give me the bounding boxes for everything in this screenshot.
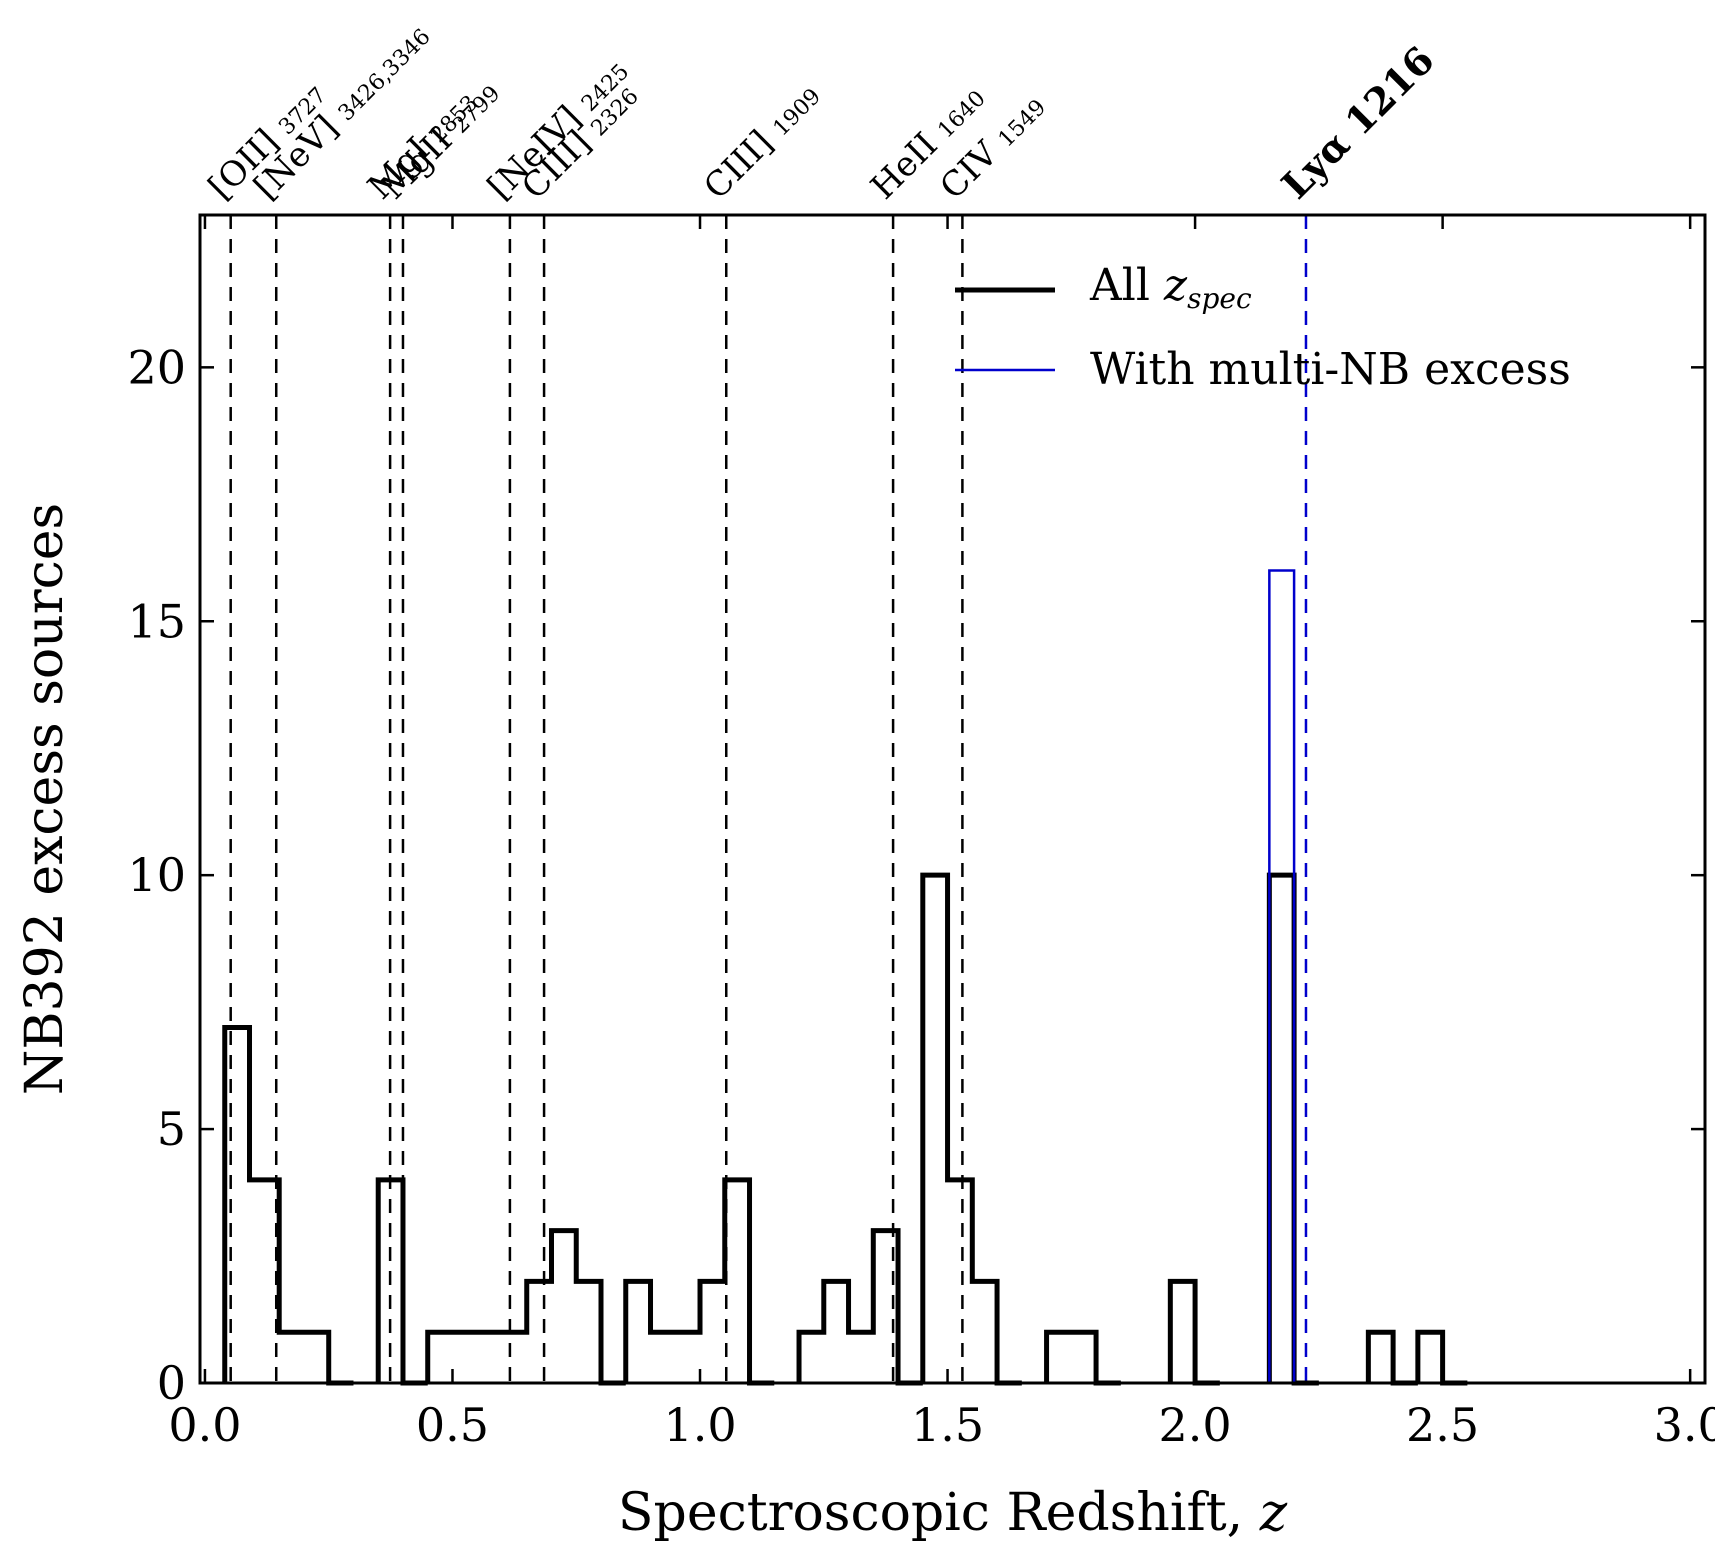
histograms — [222, 569, 1468, 1386]
y-tick-label-2: 10 — [127, 848, 186, 902]
histogram-series-0 — [222, 872, 1468, 1386]
y-axis-ticks: 0 5 10 15 20 — [127, 340, 1705, 1410]
x-axis-label: Spectroscopic Redshift, z — [618, 1483, 1288, 1543]
y-tick-label-3: 15 — [127, 594, 186, 648]
axes-frame — [198, 213, 1707, 1385]
emission-line-label-6: CIII] 1909 — [696, 76, 828, 208]
histogram-series-1 — [1268, 569, 1319, 1385]
legend: All zspec With multi-NB excess — [955, 260, 1571, 395]
legend-label-multi-nb: With multi-NB excess — [1090, 344, 1571, 395]
x-tick-label-5: 2.5 — [1406, 1398, 1479, 1452]
emission-line-label-9: Lyα 1216 — [1273, 37, 1443, 207]
legend-label-all: All zspec — [1089, 260, 1252, 315]
x-tick-label-1: 0.5 — [416, 1398, 489, 1452]
x-tick-label-3: 1.5 — [911, 1398, 984, 1452]
emission-lines — [229, 215, 1308, 1383]
x-tick-label-6: 3.0 — [1654, 1398, 1715, 1452]
y-tick-label-1: 5 — [157, 1102, 186, 1156]
x-tick-label-0: 0.0 — [168, 1398, 241, 1452]
x-tick-label-4: 2.0 — [1159, 1398, 1232, 1452]
y-tick-label-0: 0 — [157, 1356, 186, 1410]
x-tick-label-2: 1.0 — [663, 1398, 736, 1452]
y-tick-label-4: 20 — [127, 340, 186, 394]
x-axis-ticks: 0.0 0.5 1.0 1.5 2.0 2.5 3.0 — [168, 215, 1715, 1452]
y-axis-label: NB392 excess sources — [15, 503, 75, 1095]
